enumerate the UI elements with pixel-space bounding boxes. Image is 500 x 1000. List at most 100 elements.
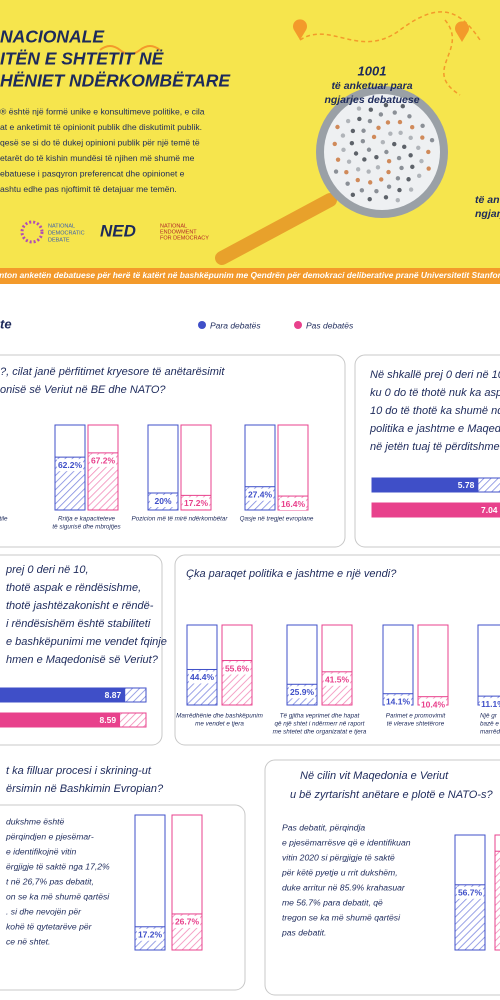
- question-line: prej 0 deri në 10,: [5, 564, 89, 576]
- category-label: Një gr: [480, 713, 498, 720]
- pin-icon: [293, 19, 307, 40]
- question-line: hmen e Maqedonisë së Veriut?: [6, 654, 159, 666]
- magnifier-lens: [324, 94, 440, 210]
- crowd-person: [419, 158, 424, 164]
- legend-swatch-after: [294, 321, 302, 329]
- crowd-person: [371, 134, 377, 140]
- legend-after: Pas debatës: [306, 320, 354, 330]
- crowd-person: [407, 114, 412, 119]
- crowd-person: [357, 116, 362, 122]
- paragraph-line: . si dhe nevojën për: [6, 906, 82, 916]
- category-label: Rritja e kapaciteteve: [58, 516, 116, 523]
- ndd-logo-text: DEBATE: [48, 237, 70, 243]
- value-label: 10.4%: [421, 699, 446, 709]
- value-label: 20%: [154, 496, 171, 506]
- category-label: me shtetet dhe organizatat e tjera: [273, 729, 367, 736]
- crowd-person: [374, 188, 379, 194]
- crowd: [332, 102, 435, 203]
- question-line: thotë jashtëzakonisht e rëndë-: [6, 600, 154, 612]
- value-label: 25.9%: [290, 687, 315, 697]
- crowd-person: [368, 107, 374, 112]
- question-line: u bë zyrtarisht anëtare e plotë e NATO-s…: [290, 789, 493, 801]
- crowd-person: [400, 103, 405, 109]
- title-line: HËNIET NDËRKOMBËTARE: [0, 71, 231, 91]
- question-line: e bashkëpunimi me vendet fqinje: [6, 636, 167, 648]
- category-label: me vendet e tjera: [195, 721, 244, 728]
- crowd-person: [355, 167, 361, 172]
- legend-before: Para debatës: [210, 320, 261, 330]
- question-line: ku 0 do të thotë nuk ka aspak: [370, 387, 500, 399]
- category-label: Parimet e promovimit: [386, 713, 446, 720]
- value-label: 56.7%: [458, 888, 483, 898]
- category-label: bazë e t: [480, 721, 500, 728]
- value-label-bg: [280, 498, 306, 511]
- frame: [0, 354, 346, 548]
- callout-line: të anketuar para: [331, 80, 412, 92]
- value-label: 55.6%: [225, 663, 250, 673]
- crowd-person: [410, 125, 415, 130]
- crowd-person: [388, 131, 393, 136]
- value-label-bg: [90, 454, 116, 467]
- crowd-person: [353, 151, 359, 156]
- category-label: të vlerave shtetërore: [387, 721, 445, 728]
- crowd-person: [359, 188, 365, 193]
- value-label-bg: [224, 662, 250, 675]
- value-label-bg: [247, 488, 273, 501]
- title-line: NACIONALE: [0, 27, 105, 47]
- crowd-person: [366, 147, 372, 152]
- value-label-bg: [189, 671, 215, 684]
- crowd-person: [378, 112, 384, 117]
- crowd-person: [396, 155, 402, 161]
- crowd-person: [397, 187, 402, 193]
- crowd-person: [429, 138, 435, 143]
- paragraph-line: vitin 2020 si përgjigje të saktë: [282, 852, 395, 862]
- squiggle: [99, 45, 161, 55]
- dashed-path: [299, 11, 481, 43]
- question-line: ërsimin në Bashkimin Evropian?: [6, 783, 164, 795]
- crowd-person: [386, 159, 392, 164]
- value-label: 67.2%: [91, 456, 116, 466]
- value-label: 41.5%: [325, 675, 350, 685]
- crowd-person: [344, 170, 349, 175]
- category-label: Marrëdhënie dhe bashkëpunim: [176, 713, 263, 720]
- question-line: ?, cilat janë përfitimet kryesore të anë…: [0, 366, 225, 378]
- value-label: 44.4%: [190, 672, 215, 682]
- ned-logo-text: NATIONAL: [160, 223, 187, 229]
- title-line: ITËN E SHTETIT NË: [0, 49, 165, 69]
- paragraph-line: t në 26,7% pas debatit,: [6, 876, 94, 886]
- bar: [494, 850, 500, 951]
- crowd-person: [345, 181, 350, 186]
- ned-logo-text: ENDOWMENT: [160, 229, 197, 235]
- value-label: 7.04: [481, 505, 498, 515]
- intro-line: ashtu edhe pas njoftimit të detajuar me …: [0, 184, 177, 194]
- crowd-person: [383, 102, 389, 108]
- frame: [0, 804, 246, 991]
- banner-text: nton anketën debatuese për herë të katër…: [0, 270, 500, 280]
- crowd-person: [416, 145, 421, 150]
- question-line: onisë së Veriut në BE dhe NATO?: [0, 384, 166, 396]
- value-label-bg: [289, 686, 315, 699]
- crowd-person: [340, 133, 346, 138]
- crowd-person: [408, 153, 413, 158]
- paragraph-line: Pas debatit, përqindja: [282, 822, 365, 832]
- paragraph-line: kohë të qytetarëve për: [6, 921, 93, 931]
- crowd-person: [360, 139, 366, 144]
- value-label-bg: [150, 495, 176, 507]
- crowd-person: [410, 164, 415, 170]
- paragraph-line: e pjesëmarrësve që e identifikuan: [282, 837, 411, 847]
- question-line: t ka filluar procesi i skrining-ut: [6, 765, 152, 777]
- crowd-person: [341, 147, 346, 153]
- pin-icon: [454, 21, 470, 42]
- paragraph-line: përqindjen e pjesëmar-: [5, 831, 94, 841]
- bar-frame: [417, 624, 449, 706]
- paragraph-line: për këtë pyetje u rrit dukshëm,: [281, 867, 398, 877]
- value-label-bg: [457, 886, 483, 899]
- crowd-person: [399, 165, 404, 171]
- ndd-logo-text: NATIONAL: [48, 223, 75, 229]
- paragraph-line: duke arritur në 85.9% krahasuar: [282, 882, 406, 892]
- crowd-person: [395, 197, 400, 203]
- crowd-person: [335, 157, 341, 162]
- crowd-person: [386, 169, 391, 175]
- crowd-person: [333, 169, 339, 174]
